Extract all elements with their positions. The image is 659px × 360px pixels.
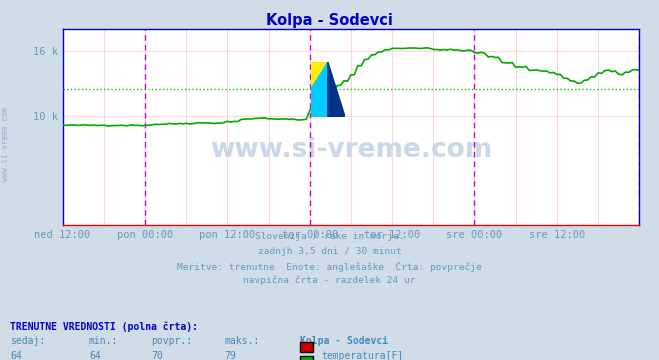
Text: 70: 70 bbox=[152, 351, 163, 360]
Text: povpr.:: povpr.: bbox=[152, 336, 192, 346]
Text: 64: 64 bbox=[89, 351, 101, 360]
Text: zadnjh 3,5 dni / 30 minut: zadnjh 3,5 dni / 30 minut bbox=[258, 247, 401, 256]
Text: 79: 79 bbox=[224, 351, 236, 360]
Text: Meritve: trenutne  Enote: anglešaške  Črta: povprečje: Meritve: trenutne Enote: anglešaške Črta… bbox=[177, 261, 482, 271]
Text: www.si-vreme.com: www.si-vreme.com bbox=[1, 107, 10, 181]
Text: Kolpa - Sodevci: Kolpa - Sodevci bbox=[300, 336, 388, 346]
Text: min.:: min.: bbox=[89, 336, 119, 346]
Polygon shape bbox=[310, 62, 328, 117]
Polygon shape bbox=[310, 62, 328, 90]
Text: Slovenija / reke in morje.: Slovenija / reke in morje. bbox=[255, 232, 404, 241]
Text: TRENUTNE VREDNOSTI (polna črta):: TRENUTNE VREDNOSTI (polna črta): bbox=[10, 321, 198, 332]
Text: maks.:: maks.: bbox=[224, 336, 259, 346]
Text: sedaj:: sedaj: bbox=[10, 336, 45, 346]
Text: www.si-vreme.com: www.si-vreme.com bbox=[210, 138, 492, 163]
Text: navpična črta - razdelek 24 ur: navpična črta - razdelek 24 ur bbox=[243, 275, 416, 285]
Text: temperatura[F]: temperatura[F] bbox=[321, 351, 403, 360]
Polygon shape bbox=[328, 62, 345, 117]
Text: Kolpa - Sodevci: Kolpa - Sodevci bbox=[266, 13, 393, 28]
Text: 64: 64 bbox=[10, 351, 22, 360]
